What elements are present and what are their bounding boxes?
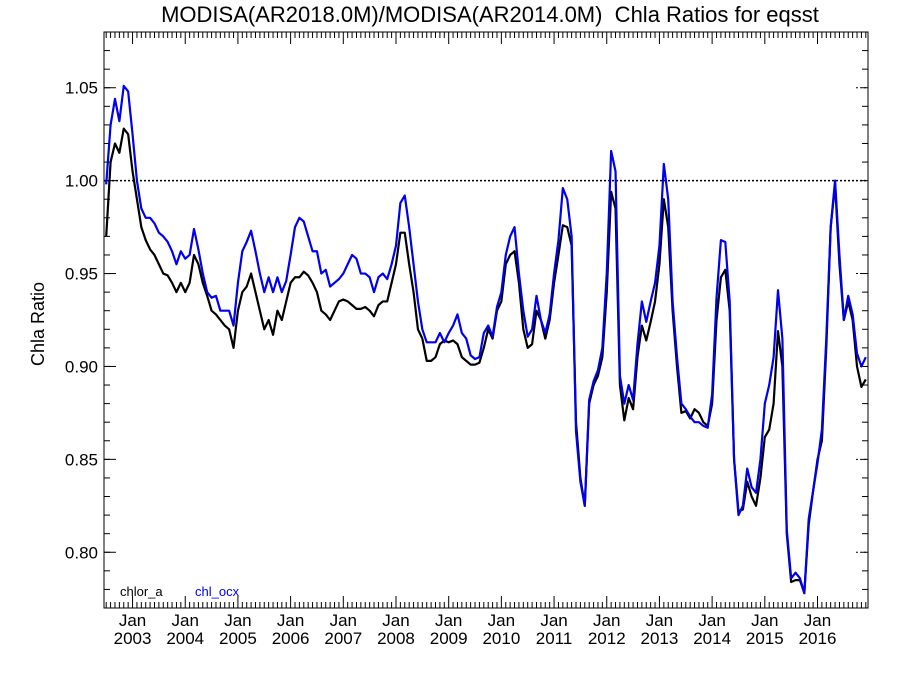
axis-ticks-layer: 0.800.850.900.951.001.05Jan2003Jan2004Ja… — [65, 32, 868, 648]
y-tick-label: 0.80 — [65, 543, 98, 562]
x-tick-label-year: 2012 — [588, 629, 626, 648]
series-line-chl_ocx — [105, 84, 867, 595]
x-tick-label-month: Jan — [804, 611, 831, 630]
series-layer — [105, 84, 867, 595]
x-tick-label-month: Jan — [593, 611, 620, 630]
x-tick-label-month: Jan — [488, 611, 515, 630]
y-tick-label: 0.90 — [65, 357, 98, 376]
x-tick-label-month: Jan — [119, 611, 146, 630]
x-tick-label-year: 2004 — [166, 629, 204, 648]
x-tick-label-year: 2007 — [324, 629, 362, 648]
x-tick-label-year: 2011 — [536, 629, 573, 648]
series-line-chlor_a — [105, 127, 867, 595]
x-tick-label-month: Jan — [224, 611, 251, 630]
x-tick-label-month: Jan — [435, 611, 462, 630]
x-tick-label-month: Jan — [382, 611, 409, 630]
chart-title: MODISA(AR2018.0M)/MODISA(AR2014.0M) Chla… — [161, 2, 819, 27]
x-tick-label-year: 2013 — [641, 629, 679, 648]
x-tick-label-year: 2005 — [219, 629, 257, 648]
x-tick-label-month: Jan — [172, 611, 199, 630]
y-tick-label: 0.95 — [65, 265, 98, 284]
plot-frame — [103, 31, 869, 609]
y-tick-label: 1.00 — [65, 172, 98, 191]
x-tick-label-year: 2008 — [377, 629, 415, 648]
x-tick-label-year: 2014 — [693, 629, 731, 648]
x-tick-label-month: Jan — [540, 611, 567, 630]
x-tick-label-month: Jan — [277, 611, 304, 630]
x-tick-label-year: 2010 — [482, 629, 520, 648]
y-axis-label: Chla Ratio — [28, 282, 48, 366]
y-tick-label: 0.85 — [65, 450, 98, 469]
x-tick-label-month: Jan — [646, 611, 673, 630]
x-tick-label-month: Jan — [751, 611, 778, 630]
legend-entry-chl_ocx: chl_ocx — [195, 584, 240, 599]
x-tick-label-year: 2016 — [799, 629, 837, 648]
legend: chlor_a chl_ocx — [120, 584, 240, 599]
x-tick-label-year: 2003 — [114, 629, 152, 648]
x-tick-label-year: 2015 — [746, 629, 784, 648]
x-tick-label-month: Jan — [330, 611, 357, 630]
x-tick-label-year: 2006 — [272, 629, 310, 648]
x-tick-label-month: Jan — [698, 611, 725, 630]
y-tick-label: 1.05 — [65, 79, 98, 98]
legend-entry-chlor_a: chlor_a — [120, 584, 163, 599]
x-tick-label-year: 2009 — [430, 629, 468, 648]
